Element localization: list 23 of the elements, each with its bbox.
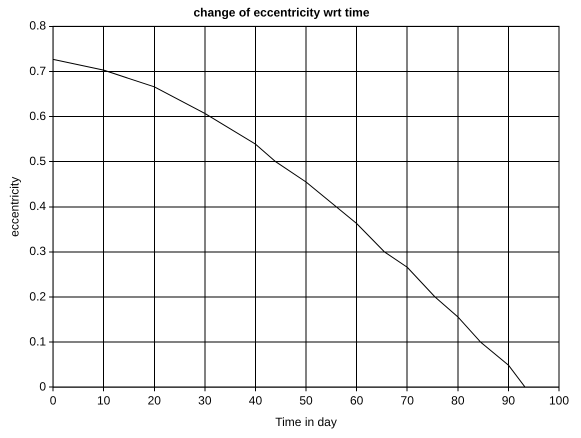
x-tick-label: 20	[148, 394, 162, 408]
x-tick-label: 60	[350, 394, 364, 408]
y-tick-label: 0.6	[29, 108, 46, 123]
y-tick-label: 0.2	[29, 289, 46, 304]
x-tick-label: 50	[299, 394, 314, 408]
y-tick-label: 0.8	[29, 18, 46, 33]
y-tick-label: 0.3	[29, 244, 46, 258]
y-tick-label: 0.5	[29, 154, 46, 168]
x-tick-label: 90	[502, 394, 516, 408]
x-tick-label: 80	[451, 394, 465, 408]
x-tick-label: 100	[548, 394, 570, 408]
y-tick-label: 0.7	[29, 64, 46, 78]
chart-title: change of eccentricity wrt time	[193, 6, 370, 20]
x-axis-title: Time in day	[275, 415, 337, 430]
y-axis-title: eccentricity	[8, 176, 22, 237]
x-tick-label: 0	[50, 394, 57, 408]
y-tick-label: 0.1	[29, 334, 46, 348]
y-tick-label: 0	[39, 380, 46, 394]
x-tick-label: 30	[198, 394, 212, 408]
x-tick-label: 40	[248, 394, 262, 408]
y-tick-label: 0.4	[29, 199, 46, 214]
x-tick-label: 10	[96, 394, 111, 408]
x-tick-label: 70	[400, 394, 414, 408]
